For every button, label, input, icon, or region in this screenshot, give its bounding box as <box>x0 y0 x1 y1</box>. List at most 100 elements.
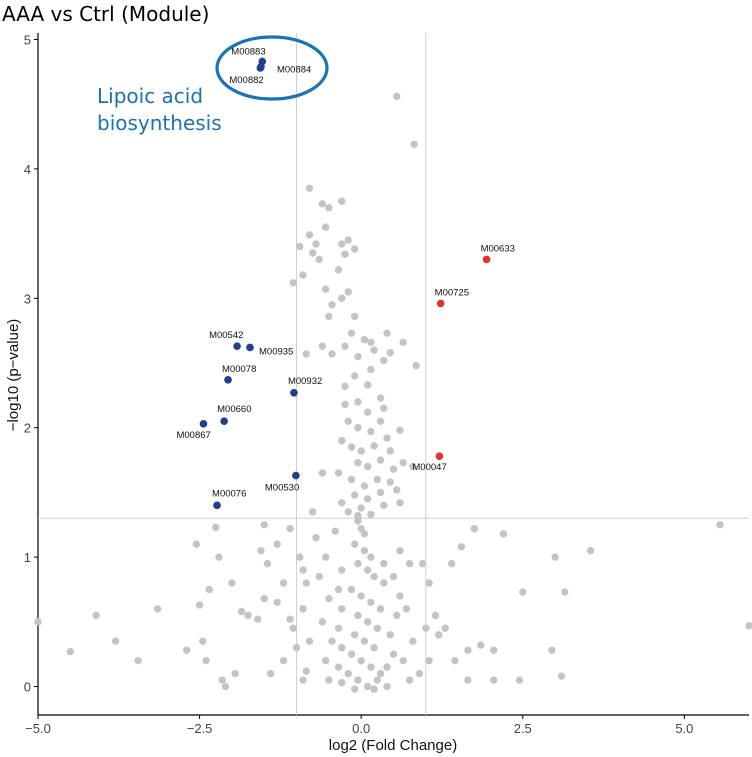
label-m00867: M00867 <box>176 430 210 441</box>
background-point <box>409 637 417 645</box>
background-point <box>393 92 401 101</box>
background-point <box>199 637 207 645</box>
background-point <box>341 342 349 350</box>
background-point <box>409 462 417 471</box>
background-point <box>34 618 42 626</box>
point-m00725 <box>436 299 445 308</box>
background-point <box>215 553 223 561</box>
background-point <box>425 579 433 587</box>
background-point <box>228 579 236 587</box>
background-point <box>321 656 330 665</box>
background-point <box>515 676 524 684</box>
background-point <box>328 637 336 645</box>
background-point <box>260 594 268 603</box>
point-m00882 <box>256 64 265 72</box>
lipoic-acid-annotation: Lipoic acid biosynthesis <box>97 35 329 135</box>
background-point <box>389 650 398 658</box>
threshold-lines <box>38 33 749 715</box>
background-point <box>399 656 407 665</box>
background-point <box>367 553 375 561</box>
background-point <box>315 255 323 264</box>
background-point <box>347 650 356 658</box>
background-point <box>396 426 404 434</box>
background-point <box>367 663 375 671</box>
label-m00882: M00882 <box>229 75 263 86</box>
background-point <box>260 521 268 529</box>
background-point <box>489 646 498 654</box>
background-point <box>296 553 304 561</box>
point-m00076 <box>213 501 221 510</box>
background-point <box>376 488 385 497</box>
background-point <box>412 361 420 370</box>
label-m00884: M00884 <box>277 65 311 76</box>
background-point <box>192 540 201 548</box>
background-point <box>334 663 343 671</box>
label-m00633: M00633 <box>481 243 515 254</box>
background-point <box>289 279 298 287</box>
background-point <box>370 685 378 693</box>
y-tick-label: 2 <box>24 421 31 436</box>
background-point <box>296 242 304 251</box>
background-point <box>351 631 359 639</box>
background-point <box>299 605 307 613</box>
background-point <box>66 647 75 656</box>
background-point <box>376 394 385 402</box>
point-m00530 <box>292 471 300 480</box>
background-point <box>341 382 349 390</box>
background-point <box>354 458 362 467</box>
background-point <box>195 601 204 609</box>
background-point <box>218 676 226 684</box>
background-point <box>244 611 252 620</box>
background-point <box>354 512 362 520</box>
background-point <box>360 336 369 344</box>
y-tick-label: 5 <box>24 32 31 47</box>
y-axis-title: −log10 (p−value) <box>5 319 22 432</box>
background-point <box>405 676 414 684</box>
x-tick-label: 2.5 <box>514 721 532 736</box>
background-point <box>551 553 559 561</box>
background-point <box>344 288 352 296</box>
background-point <box>499 530 508 538</box>
background-point <box>351 245 359 253</box>
background-point <box>347 329 356 337</box>
background-point <box>134 656 142 665</box>
background-point <box>370 572 378 581</box>
background-point <box>351 312 359 321</box>
background-point <box>431 611 440 620</box>
point-m00932 <box>290 388 298 397</box>
background-point <box>410 140 418 148</box>
background-point <box>338 499 346 507</box>
background-point <box>519 588 527 596</box>
background-point <box>425 656 433 665</box>
background-point <box>464 676 472 684</box>
background-point <box>153 605 162 613</box>
y-tick-label: 1 <box>24 550 31 565</box>
x-tick-label: 0.0 <box>352 721 370 736</box>
background-point <box>457 543 466 551</box>
background-point <box>202 656 210 665</box>
background-point <box>212 523 220 532</box>
background-point <box>383 329 391 337</box>
background-point <box>389 465 398 473</box>
background-point <box>286 524 294 533</box>
background-point <box>299 676 307 684</box>
background-point <box>586 546 595 555</box>
background-point <box>418 559 427 568</box>
background-point <box>257 546 265 555</box>
background-point <box>338 240 346 248</box>
background-point <box>338 197 346 205</box>
background-point <box>367 338 375 346</box>
background-point <box>373 475 382 484</box>
background-point <box>557 672 566 680</box>
point-m00660 <box>220 417 228 426</box>
background-point <box>367 510 375 519</box>
label-m00078: M00078 <box>222 364 256 375</box>
background-point <box>396 499 404 507</box>
background-point <box>380 559 388 568</box>
background-point <box>92 611 100 620</box>
background-point <box>309 508 317 516</box>
background-point <box>373 676 382 684</box>
label-m00725: M00725 <box>435 287 469 298</box>
background-point <box>402 605 411 613</box>
